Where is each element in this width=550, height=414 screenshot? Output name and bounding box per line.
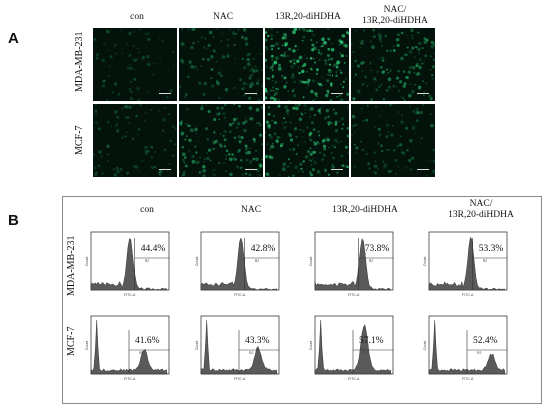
micrograph-mda-0 <box>93 28 177 101</box>
histogram-series <box>428 236 506 291</box>
gate-label: R2 <box>483 259 488 263</box>
percentage-label: 43.3% <box>245 336 270 346</box>
histogram-mda-2: R2 FITC-A Count 73.8% <box>309 230 395 298</box>
histogram-mcf-1: R2 FITC-A Count 43.3% <box>195 314 281 382</box>
percentage-label: 44.4% <box>140 244 166 254</box>
percentage-label: 73.8% <box>364 244 390 254</box>
histogram-mda-1: R2 FITC-A Count 42.8% <box>195 230 281 298</box>
scale-bar <box>159 92 171 94</box>
x-axis-label: FITC-A <box>348 377 360 381</box>
panel-a-row-label-mda: MDA-MB-231 <box>74 31 85 92</box>
percentage-label: 57.1% <box>359 336 384 346</box>
panel-b-col-label-nac: NAC <box>240 205 262 215</box>
panel-b-row-label-mda: MDA-MB-231 <box>66 235 77 296</box>
percentage-label: 52.4% <box>473 336 498 346</box>
scale-bar <box>331 168 343 170</box>
histogram-mda-3: R2 FITC-A Count 53.3% <box>423 230 509 298</box>
panel-a-letter: A <box>8 30 19 47</box>
gate-label: R2 <box>139 351 144 355</box>
y-axis-label: Count <box>423 257 427 266</box>
y-axis-label: Count <box>423 341 427 350</box>
micrograph-mda-2 <box>265 28 349 101</box>
x-axis-label: FITC-A <box>462 293 474 297</box>
gate-label: R2 <box>249 351 254 355</box>
histogram-mcf-0: R2 FITC-A Count 41.6% <box>85 314 171 382</box>
panel-a-col-label-nac: NAC <box>212 12 234 22</box>
histogram-series <box>200 237 278 291</box>
scale-bar <box>245 168 257 170</box>
histogram-series <box>314 319 392 375</box>
y-axis-label: Count <box>309 341 313 350</box>
gate-marker <box>238 330 279 374</box>
x-axis-label: FITC-A <box>234 293 246 297</box>
panel-a-col-label-con: con <box>130 12 144 22</box>
percentage-label: 41.6% <box>135 336 160 346</box>
y-axis-label: Count <box>309 257 313 266</box>
micrograph-mda-3 <box>351 28 435 101</box>
panel-a-row-label-mcf: MCF-7 <box>74 125 85 155</box>
y-axis-label: Count <box>195 341 199 350</box>
panel-b-col-label-13r: 13R,20-diHDHA <box>332 205 398 215</box>
histogram-mcf-3: R2 FITC-A Count 52.4% <box>423 314 509 382</box>
scale-bar <box>331 92 343 94</box>
micrograph-mcf-0 <box>93 104 177 177</box>
x-axis-label: FITC-A <box>124 293 136 297</box>
histogram-mda-0: R2 FITC-A Count 44.4% <box>85 230 171 298</box>
panel-b-col-label-combo-line1: NAC/ <box>469 199 493 209</box>
histogram-series <box>314 238 392 291</box>
gate-label: R2 <box>369 259 374 263</box>
gate-marker <box>358 238 393 290</box>
gate-marker <box>128 330 169 374</box>
scale-bar <box>245 92 257 94</box>
scale-bar <box>159 168 171 170</box>
scale-bar <box>417 92 429 94</box>
y-axis-label: Count <box>85 257 89 266</box>
gate-marker <box>134 238 169 290</box>
histogram-axes <box>314 231 394 291</box>
x-axis-label: FITC-A <box>462 377 474 381</box>
gate-marker <box>244 238 279 290</box>
x-axis-label: FITC-A <box>234 377 246 381</box>
gate-marker <box>466 330 507 374</box>
histogram-series <box>90 319 168 375</box>
percentage-label: 42.8% <box>250 244 276 254</box>
micrograph-mcf-1 <box>179 104 263 177</box>
y-axis-label: Count <box>85 341 89 350</box>
panel-b-col-label-combo-line2: 13R,20-diHDHA <box>448 210 514 220</box>
histogram-series <box>200 319 278 375</box>
micrograph-mda-1 <box>179 28 263 101</box>
y-axis-label: Count <box>195 257 199 266</box>
gate-label: R2 <box>363 351 368 355</box>
panel-a-col-label-combo-line1: NAC/ <box>383 5 407 15</box>
gate-label: R2 <box>255 259 260 263</box>
gate-marker <box>472 238 507 290</box>
panel-a-col-label-combo-line2: 13R,20-diHDHA <box>362 16 428 26</box>
panel-a-col-label-combo: NAC/ 13R,20-diHDHA <box>352 5 438 27</box>
panel-b-col-label-combo: NAC/ 13R,20-diHDHA <box>434 199 528 221</box>
histogram-series <box>90 238 168 291</box>
percentage-label: 53.3% <box>478 244 504 254</box>
x-axis-label: FITC-A <box>124 377 136 381</box>
micrograph-mcf-2 <box>265 104 349 177</box>
panel-a-col-label-13r: 13R,20-diHDHA <box>275 12 341 22</box>
panel-b-letter: B <box>8 212 19 229</box>
x-axis-label: FITC-A <box>348 293 360 297</box>
gate-marker <box>352 330 393 374</box>
gate-label: R2 <box>145 259 150 263</box>
panel-b-row-label-mcf: MCF-7 <box>66 326 77 356</box>
histogram-mcf-2: R2 FITC-A Count 57.1% <box>309 314 395 382</box>
panel-b-col-label-con: con <box>140 205 154 215</box>
histogram-series <box>428 319 506 375</box>
scale-bar <box>417 168 429 170</box>
micrograph-mcf-3 <box>351 104 435 177</box>
gate-label: R2 <box>477 351 482 355</box>
